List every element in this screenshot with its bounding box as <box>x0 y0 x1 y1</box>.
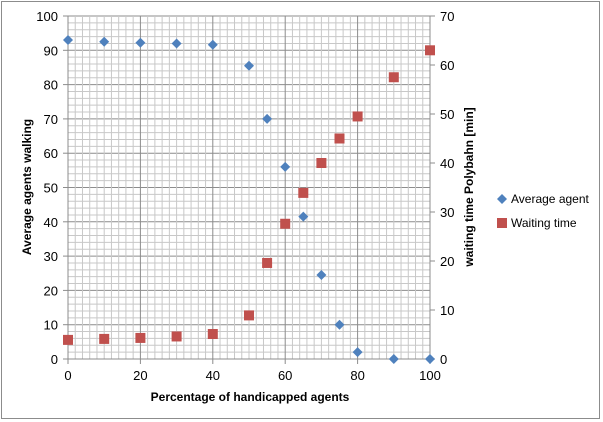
y-left-tick-label: 50 <box>44 181 58 196</box>
data-point-square <box>334 133 345 144</box>
data-point-square <box>425 45 435 56</box>
legend-item-average-agent: Average agent <box>497 192 590 206</box>
data-point-square <box>352 111 363 122</box>
y-left-tick-label: 100 <box>36 9 58 24</box>
y-left-tick-label: 30 <box>44 249 58 264</box>
data-point-diamond <box>298 211 309 222</box>
legend-diamond-marker <box>497 194 507 204</box>
data-point-diamond <box>352 347 363 358</box>
data-point-square <box>298 187 309 198</box>
data-point-square <box>63 334 73 345</box>
y-left-tick-label: 40 <box>44 215 58 230</box>
legend-square-marker <box>497 218 507 228</box>
data-point-square <box>207 329 218 340</box>
data-point-diamond <box>135 37 146 48</box>
data-point-diamond <box>244 60 254 71</box>
legend-item-waiting-time: Waiting time <box>497 216 577 230</box>
y-left-tick-label: 10 <box>44 318 58 333</box>
data-point-diamond <box>316 269 327 280</box>
y-right-tick-label: 10 <box>440 303 454 318</box>
y-left-tick-label: 70 <box>44 112 58 127</box>
x-tick-label: 40 <box>206 368 220 383</box>
data-point-diamond <box>63 35 73 46</box>
y-right-tick-label: 50 <box>440 107 454 122</box>
x-tick-label: 80 <box>350 368 364 383</box>
y-right-tick-label: 40 <box>440 156 454 171</box>
y-right-tick-label: 20 <box>440 254 454 269</box>
series-2 <box>63 45 435 345</box>
data-point-diamond <box>425 354 435 364</box>
y-left-tick-label: 0 <box>51 352 58 367</box>
data-point-diamond <box>334 319 345 330</box>
data-point-diamond <box>388 354 399 364</box>
y-right-tick-label: 0 <box>440 352 447 367</box>
data-point-square <box>388 72 399 83</box>
data-point-diamond <box>262 113 273 124</box>
data-point-square <box>171 331 182 342</box>
data-point-square <box>135 332 146 343</box>
y-right-tick-label: 70 <box>440 9 454 24</box>
data-point-square <box>280 218 291 229</box>
legend-label-average-agent: Average agent <box>511 192 590 206</box>
y-left-tick-label: 90 <box>44 43 58 58</box>
series-1 <box>63 35 435 364</box>
data-point-diamond <box>280 161 291 172</box>
data-point-diamond <box>99 36 110 47</box>
x-tick-label: 60 <box>278 368 292 383</box>
data-point-square <box>316 158 327 168</box>
y-right-tick-label: 60 <box>440 58 454 73</box>
tick-labels: 0 20 40 60 80 1000102030405060708090100010203… <box>36 9 454 383</box>
y-axis-left-title: Average agents walking <box>20 119 34 255</box>
x-tick-label: 0 <box>64 368 71 383</box>
axes <box>63 15 435 364</box>
legend: Average agent Waiting time <box>497 192 590 230</box>
legend-label-waiting-time: Waiting time <box>511 216 577 230</box>
y-axis-right-title: waiting time Polybahn [min] <box>462 107 476 267</box>
x-tick-label: 20 <box>133 368 147 383</box>
data-point-square <box>262 257 273 268</box>
y-right-tick-label: 30 <box>440 205 454 220</box>
data-point-square <box>99 333 110 344</box>
grid <box>67 15 431 360</box>
data-point-square <box>244 310 254 321</box>
y-left-tick-label: 80 <box>44 78 58 93</box>
data-point-diamond <box>171 38 182 49</box>
data-point-diamond <box>207 39 218 50</box>
x-axis-title: Percentage of handicapped agents <box>151 390 350 404</box>
data-points <box>63 35 435 364</box>
x-tick-label: 100 <box>419 368 441 383</box>
y-left-tick-label: 60 <box>44 146 58 161</box>
y-left-tick-label: 20 <box>44 283 58 298</box>
